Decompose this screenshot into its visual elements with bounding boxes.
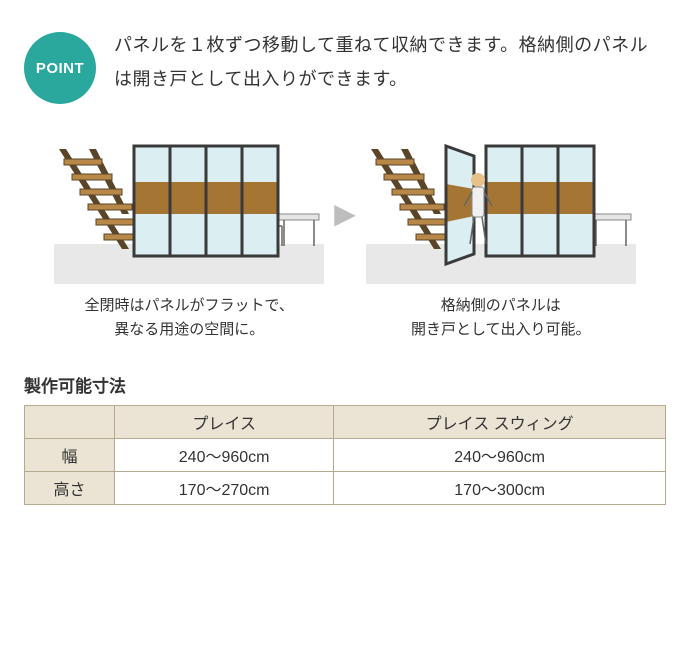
table-col-header: プレイス — [115, 406, 334, 439]
table-col-header: プレイス スウィング — [334, 406, 666, 439]
table-cell: 170～300cm — [334, 472, 666, 505]
figure-right-caption: 格納側のパネルは 開き戸として出入り可能。 — [411, 294, 591, 342]
figure-right: 格納側のパネルは 開き戸として出入り可能。 — [366, 134, 636, 342]
table-corner — [25, 406, 115, 439]
caption-line: 開き戸として出入り可能。 — [411, 321, 591, 338]
arrow-icon: ▶ — [334, 197, 356, 280]
spec-table-title: 製作可能寸法 — [24, 372, 666, 397]
spec-table: プレイス プレイス スウィング 幅 240～960cm 240～960cm 高さ… — [24, 405, 666, 505]
panels-open — [446, 146, 594, 264]
point-badge: POINT — [24, 32, 96, 104]
table-cell: 240～960cm — [115, 439, 334, 472]
caption-line: 全閉時はパネルがフラットで、 — [85, 297, 294, 314]
figure-left-illustration — [54, 134, 324, 284]
figure-left: 全閉時はパネルがフラットで、 異なる用途の空間に。 — [54, 134, 324, 342]
caption-line: 格納側のパネルは — [441, 297, 561, 314]
table-cell: 170～270cm — [115, 472, 334, 505]
table-row: 幅 240～960cm 240～960cm — [25, 439, 666, 472]
table-cell: 240～960cm — [334, 439, 666, 472]
figure-right-illustration — [366, 134, 636, 284]
point-description: パネルを１枚ずつ移動して重ねて収納できます。格納側のパネルは開き戸として出入りが… — [114, 28, 666, 96]
table-row-header: 幅 — [25, 439, 115, 472]
point-section: POINT パネルを１枚ずつ移動して重ねて収納できます。格納側のパネルは開き戸と… — [24, 28, 666, 104]
table-row: 高さ 170～270cm 170～300cm — [25, 472, 666, 505]
figures-section: 全閉時はパネルがフラットで、 異なる用途の空間に。 ▶ — [24, 134, 666, 342]
figure-left-caption: 全閉時はパネルがフラットで、 異なる用途の空間に。 — [85, 294, 294, 342]
table-row-header: 高さ — [25, 472, 115, 505]
caption-line: 異なる用途の空間に。 — [114, 321, 264, 338]
panels-closed — [134, 146, 278, 256]
